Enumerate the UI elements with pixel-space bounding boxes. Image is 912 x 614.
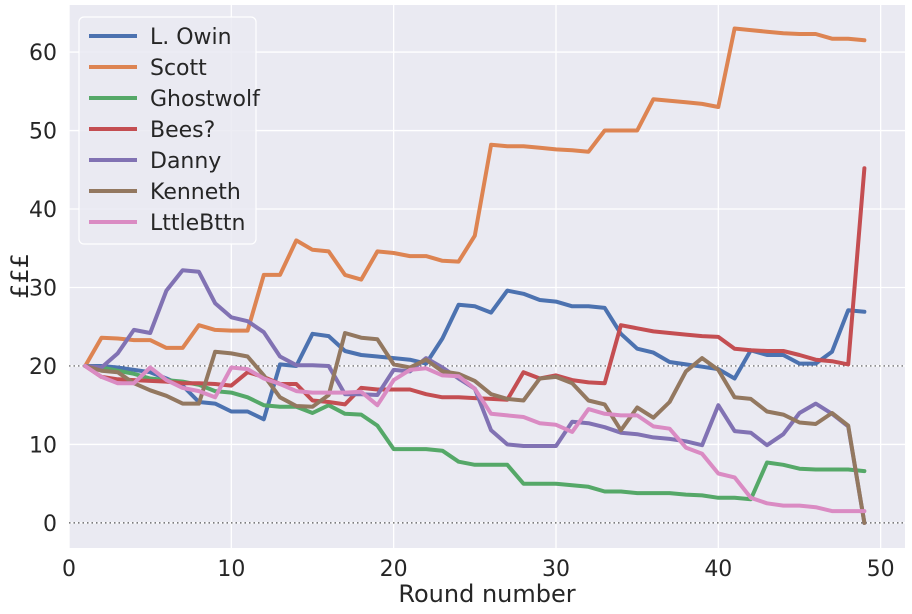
x-tick-label: 50 xyxy=(867,557,895,582)
legend-label: LttleBttn xyxy=(150,211,245,236)
series-line xyxy=(83,364,867,502)
x-tick-label: 20 xyxy=(380,557,408,582)
series-lines xyxy=(83,26,867,525)
y-tick-label: 30 xyxy=(29,276,57,301)
grid xyxy=(68,5,905,548)
legend-label: Scott xyxy=(150,56,207,81)
legend-label: Bees? xyxy=(150,118,215,143)
x-tick-label: 0 xyxy=(62,557,76,582)
legend: L. Owin Scott Ghostwolf Bees? Danny Kenneth Lt… xyxy=(78,16,261,245)
x-tick-label: 10 xyxy=(217,557,245,582)
legend-box xyxy=(78,16,257,245)
series-line xyxy=(83,364,867,514)
series-line xyxy=(83,26,867,368)
y-tick-label: 20 xyxy=(29,355,57,380)
y-tick-label: 50 xyxy=(29,120,57,145)
legend-label: Ghostwolf xyxy=(150,87,261,112)
y-tick-label: 0 xyxy=(43,512,57,537)
y-tick-label: 10 xyxy=(29,433,57,458)
y-axis-title: £££ xyxy=(6,253,34,299)
x-axis-title: Round number xyxy=(398,580,575,608)
legend-label: L. Owin xyxy=(150,25,232,50)
tick-labels: 0 10 20 30 40 50 0 10 20 30 40 50 60 xyxy=(29,41,895,582)
legend-label: Danny xyxy=(150,149,221,174)
series-line xyxy=(83,288,867,422)
x-tick-label: 40 xyxy=(704,557,732,582)
x-tick-label: 30 xyxy=(542,557,570,582)
legend-label: Kenneth xyxy=(150,180,241,205)
series-line xyxy=(83,166,867,407)
series-line xyxy=(83,331,867,525)
y-tick-label: 40 xyxy=(29,198,57,223)
y-tick-label: 60 xyxy=(29,41,57,66)
